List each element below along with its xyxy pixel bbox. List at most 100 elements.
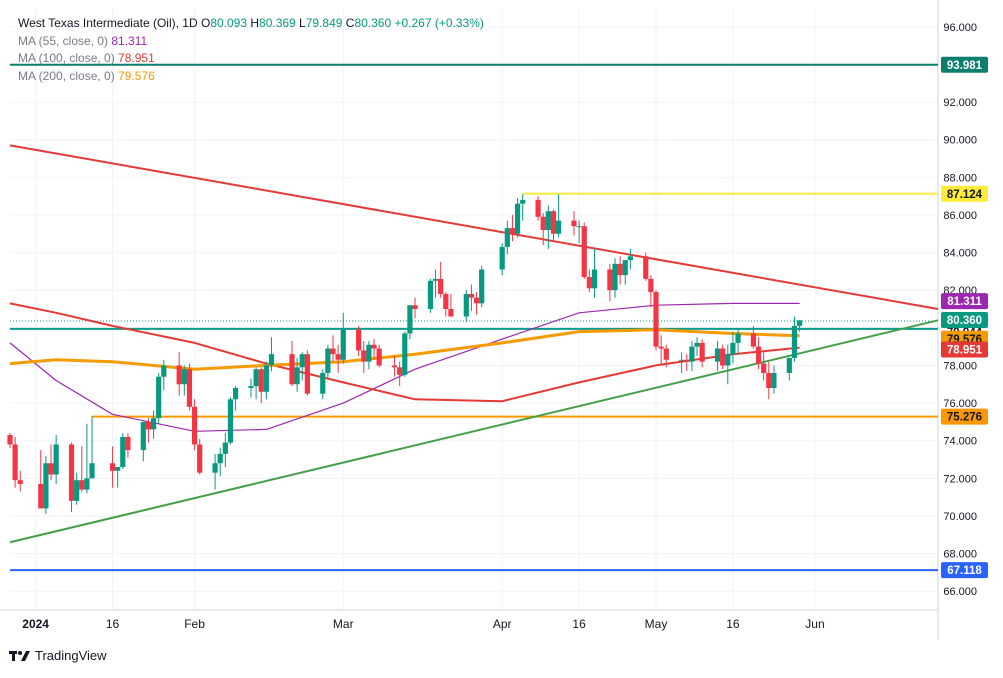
ma-legend-value: 78.951 (118, 51, 155, 65)
price-axis-tick-label: 68.000 (943, 549, 977, 561)
price-axis-tick-label: 86.000 (943, 210, 977, 222)
candle-body (371, 344, 377, 349)
chart-legend: West Texas Intermediate (Oil), 1D O80.09… (18, 15, 484, 85)
candle-body (140, 421, 146, 451)
candle-body (443, 293, 449, 309)
candle-body (150, 418, 157, 430)
ma55-label: 81.311 (947, 296, 982, 308)
candle-body (120, 436, 126, 468)
candle-body (607, 269, 613, 291)
price-axis-tick-label: 90.000 (943, 135, 977, 147)
candle-body (627, 256, 633, 261)
candle-body (109, 463, 116, 471)
candle-body (750, 333, 757, 347)
candle-body (755, 346, 762, 364)
price-axis-tick-label: 92.000 (943, 97, 977, 109)
ohlc-value: 79.849 (305, 16, 343, 30)
candle-body (520, 199, 526, 204)
candle-body (38, 483, 44, 509)
ma100-label: 78.951 (947, 345, 983, 357)
candle-body (796, 320, 803, 326)
ma-legend-row[interactable]: MA (100, close, 0) 78.951 (18, 50, 484, 68)
ma-legend-row[interactable]: MA (55, close, 0) 81.311 (18, 33, 484, 51)
candle-body (156, 376, 162, 419)
candle-body (330, 348, 336, 355)
time-axis-tick-label: 16 (572, 617, 586, 631)
ma-legend-rows: MA (55, close, 0) 81.311 MA (100, close, … (18, 33, 484, 86)
candle-body (463, 293, 469, 317)
candle-body (617, 263, 623, 276)
candle-body (356, 329, 362, 351)
candle-body (684, 359, 690, 362)
candle-body (125, 436, 131, 451)
candle-body (12, 444, 18, 481)
ma100-label-bg (941, 341, 988, 358)
level-87124-price-label: 87.124 (947, 189, 983, 201)
time-axis-tick-label: 16 (726, 617, 740, 631)
candle-body (376, 348, 382, 366)
candle-body (176, 365, 182, 385)
candle-body (555, 220, 562, 234)
candle-body (340, 329, 346, 360)
candle-body (335, 354, 341, 360)
ma-legend-row[interactable]: MA (200, close, 0) 79.576 (18, 68, 484, 86)
ma-legend-value: 79.576 (118, 68, 155, 83)
price-change: +0.267 (+0.33%) (394, 16, 484, 30)
ma-line-100 (9, 302, 800, 403)
level-67118-price-label: 67.118 (947, 565, 982, 577)
ohlc-c: C80.360 (342, 16, 391, 30)
descending-resistance-trendline[interactable] (9, 144, 939, 310)
price-axis-tick-label: 78.000 (943, 360, 977, 372)
price-axis-tick-label: 70.000 (943, 511, 977, 523)
candle-body (714, 348, 721, 362)
candle-body (161, 365, 167, 377)
candle-body (535, 199, 541, 217)
level-75276-price-label: 75.276 (947, 412, 982, 424)
candle-body (74, 480, 80, 501)
candle-body (427, 280, 434, 309)
last-price-label: 80.360 (947, 315, 982, 327)
price-axis-tick-label: 66.000 (943, 586, 977, 598)
candle-body (571, 220, 577, 227)
candle-body (720, 348, 726, 366)
candle-body (115, 467, 121, 471)
candle-body (232, 388, 239, 400)
candle-body (258, 369, 264, 392)
time-axis-tick-label: Feb (184, 617, 205, 631)
candle-body (432, 278, 439, 281)
candle-body (248, 386, 254, 389)
candle-body (586, 277, 592, 289)
ohlc-values: O80.093 H80.369 L79.849 C80.360 (201, 16, 395, 30)
ohlc-key: H (247, 16, 260, 30)
price-axis-tick-label: 84.000 (943, 248, 977, 260)
candle-body (509, 228, 516, 234)
candle-body (540, 216, 546, 230)
candle-body (181, 369, 187, 385)
tradingview-brand[interactable]: TradingView (9, 648, 107, 663)
candle-body (591, 269, 598, 289)
candle-body (48, 463, 54, 475)
candle-body (263, 365, 269, 392)
candle-body (253, 369, 259, 387)
candle-body (581, 226, 587, 278)
candle-body (771, 372, 777, 389)
symbol-title: West Texas Intermediate (Oil), 1D (18, 16, 198, 30)
level-67118-price-label-bg (941, 562, 988, 579)
candle-body (79, 480, 85, 490)
candle-body (438, 278, 444, 294)
candle-body (402, 333, 408, 375)
time-axis-tick-label: May (645, 617, 668, 631)
candle-body (89, 463, 95, 479)
ohlc-key: C (342, 16, 355, 30)
candle-body (320, 372, 326, 394)
ma-legend-label: MA (55, close, 0) (18, 33, 112, 48)
ascending-support-trendline[interactable] (9, 319, 939, 544)
candle-body (468, 293, 475, 298)
candle-body (612, 263, 618, 291)
ma-line-55 (9, 302, 800, 432)
candle-body (397, 367, 403, 375)
ohlc-key: L (295, 16, 306, 30)
